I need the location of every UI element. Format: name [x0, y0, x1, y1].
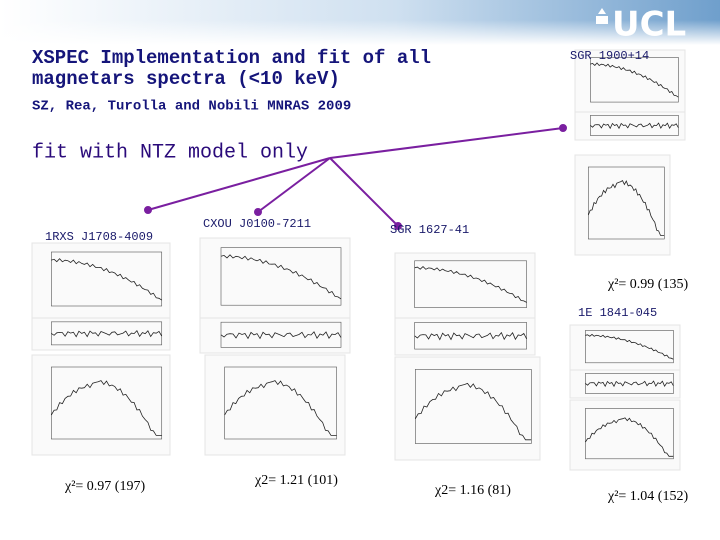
arrow-head: [394, 222, 402, 230]
plot-axes: [414, 260, 527, 308]
plot-axes: [590, 57, 679, 103]
source-name: SGR 1900+14: [570, 49, 649, 63]
arrow: [329, 157, 399, 227]
source-name: 1E 1841-045: [578, 306, 657, 320]
fit-statistic: χ²= 0.97 (197): [64, 479, 145, 494]
plot-curve: [220, 254, 342, 300]
plot-frame: [569, 399, 681, 471]
plot-curve: [587, 180, 665, 236]
arrow-head: [559, 124, 567, 132]
arrow-head: [254, 208, 262, 216]
plot-axes: [414, 322, 527, 350]
source-name: 1RXS J1708-4009: [45, 230, 153, 244]
arrow: [329, 127, 564, 159]
plot-curve: [414, 266, 527, 303]
plot-frame: [31, 242, 171, 319]
plot-frame: [569, 324, 681, 371]
arrow-head: [144, 206, 152, 214]
plot-curve: [590, 122, 679, 130]
plot-frame: [204, 354, 346, 456]
plot-curve: [414, 331, 527, 341]
plot-frame: [574, 154, 671, 256]
spectrum-plots: [31, 49, 686, 471]
plot-axes: [51, 366, 163, 440]
arrow: [257, 157, 331, 213]
plot-curve: [224, 380, 337, 436]
plot-axes: [51, 321, 163, 346]
top-band-fade: [0, 20, 720, 45]
plot-curve: [51, 258, 162, 301]
arrows: [144, 124, 567, 230]
plot-frame: [574, 49, 686, 113]
arrow: [147, 157, 331, 211]
plot-axes: [585, 330, 674, 364]
plot-curve: [585, 380, 674, 388]
plot-curve: [51, 330, 163, 338]
title-line: magnetars spectra (<10 keV): [32, 68, 340, 90]
fit-statistic: χ²= 0.99 (135): [607, 277, 688, 292]
plot-axes: [585, 408, 674, 460]
fit-statistic: χ²= 1.04 (152): [607, 489, 688, 504]
logo: UCL: [612, 5, 686, 45]
plot-axes: [587, 166, 665, 240]
logo-icon: [596, 8, 608, 24]
plot-frame: [394, 356, 541, 461]
plot-curve: [50, 380, 162, 436]
fit-statistic: χ2= 1.21 (101): [254, 473, 338, 488]
plot-curve: [414, 382, 532, 441]
reference: SZ, Rea, Turolla and Nobili MNRAS 2009: [32, 99, 351, 115]
plot-frame: [31, 354, 171, 456]
plot-curve: [220, 331, 342, 340]
source-name: SGR 1627-41: [390, 223, 469, 237]
plot-curve: [590, 62, 679, 98]
plot-axes: [414, 369, 532, 444]
plot-axes: [224, 366, 337, 440]
plot-frame: [199, 237, 351, 319]
plot-frame: [394, 252, 536, 319]
plot-curve: [585, 417, 674, 457]
source-name: CXOU J0100-7211: [203, 217, 311, 231]
plot-axes: [51, 251, 163, 307]
subtitle: fit with NTZ model only: [32, 141, 308, 164]
fit-statistic: χ2= 1.16 (81): [434, 483, 511, 498]
title-line: XSPEC Implementation and fit of all: [32, 47, 431, 69]
plot-curve: [585, 333, 674, 360]
plot-axes: [220, 247, 342, 306]
